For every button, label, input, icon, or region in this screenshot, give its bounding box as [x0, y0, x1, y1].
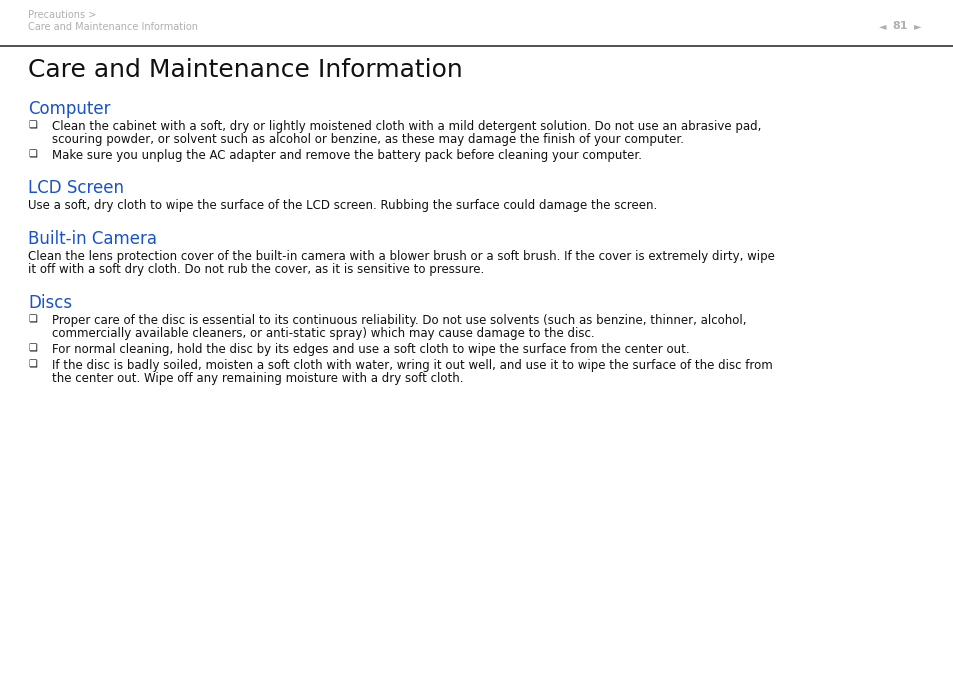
Text: 81: 81 — [891, 21, 907, 31]
Text: Care and Maintenance Information: Care and Maintenance Information — [28, 22, 198, 32]
Text: Care and Maintenance Information: Care and Maintenance Information — [28, 58, 462, 82]
Text: ◄: ◄ — [879, 21, 886, 31]
Text: LCD Screen: LCD Screen — [28, 179, 124, 197]
Text: ►: ► — [913, 21, 921, 31]
Text: Precautions >: Precautions > — [28, 10, 96, 20]
Text: ❏: ❏ — [28, 150, 37, 160]
Text: Use a soft, dry cloth to wipe the surface of the LCD screen. Rubbing the surface: Use a soft, dry cloth to wipe the surfac… — [28, 199, 657, 212]
Text: Computer: Computer — [28, 100, 111, 118]
Text: Discs: Discs — [28, 294, 72, 312]
Text: Built-in Camera: Built-in Camera — [28, 230, 157, 248]
Text: scouring powder, or solvent such as alcohol or benzine, as these may damage the : scouring powder, or solvent such as alco… — [52, 133, 683, 146]
Text: commercially available cleaners, or anti-static spray) which may cause damage to: commercially available cleaners, or anti… — [52, 327, 594, 340]
Text: ❏: ❏ — [28, 315, 37, 325]
Text: Make sure you unplug the AC adapter and remove the battery pack before cleaning : Make sure you unplug the AC adapter and … — [52, 149, 641, 162]
Text: ❏: ❏ — [28, 360, 37, 370]
Text: Clean the cabinet with a soft, dry or lightly moistened cloth with a mild deterg: Clean the cabinet with a soft, dry or li… — [52, 120, 760, 133]
Text: it off with a soft dry cloth. Do not rub the cover, as it is sensitive to pressu: it off with a soft dry cloth. Do not rub… — [28, 263, 484, 276]
Text: If the disc is badly soiled, moisten a soft cloth with water, wring it out well,: If the disc is badly soiled, moisten a s… — [52, 359, 772, 372]
Text: ❏: ❏ — [28, 121, 37, 131]
Text: Clean the lens protection cover of the built-in camera with a blower brush or a : Clean the lens protection cover of the b… — [28, 250, 774, 263]
Text: ❏: ❏ — [28, 344, 37, 354]
Text: For normal cleaning, hold the disc by its edges and use a soft cloth to wipe the: For normal cleaning, hold the disc by it… — [52, 343, 689, 356]
Text: Proper care of the disc is essential to its continuous reliability. Do not use s: Proper care of the disc is essential to … — [52, 314, 745, 327]
Text: the center out. Wipe off any remaining moisture with a dry soft cloth.: the center out. Wipe off any remaining m… — [52, 372, 463, 385]
